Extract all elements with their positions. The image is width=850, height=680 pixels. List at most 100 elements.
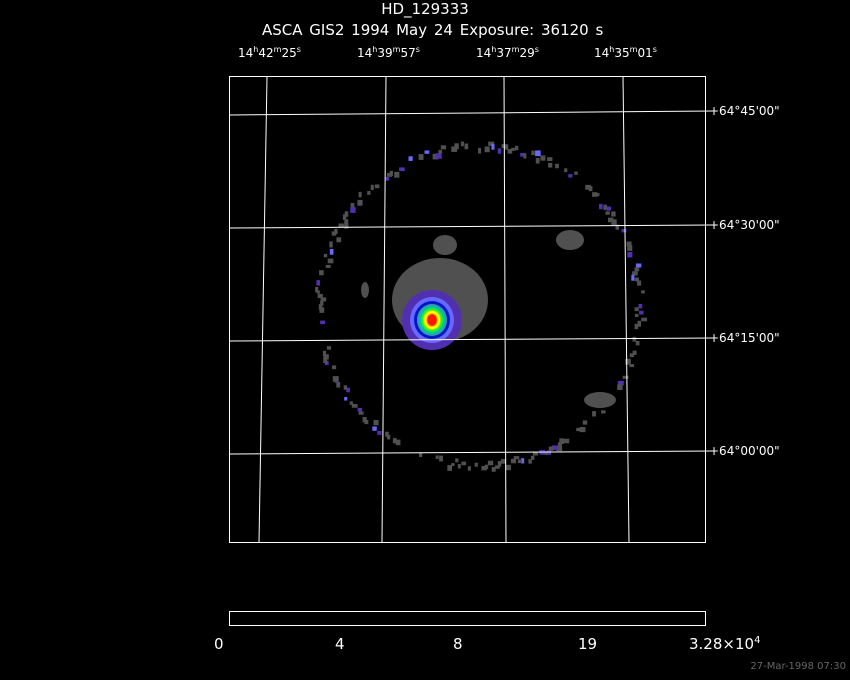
- dec-grid-line: [229, 450, 714, 455]
- ring-pixel: [394, 171, 400, 178]
- ring-pixel: [497, 148, 502, 154]
- ring-pixel: [555, 163, 559, 169]
- ring-pixel: [320, 297, 327, 302]
- diffuse-patch: [433, 235, 457, 255]
- ring-pixel: [532, 451, 539, 456]
- ring-pixel: [357, 199, 363, 206]
- ring-pixel: [588, 186, 593, 192]
- ring-pixel: [634, 323, 639, 330]
- ring-pixel: [491, 143, 495, 150]
- ring-pixel: [576, 427, 582, 432]
- ring-pixel: [513, 456, 520, 460]
- colorbar-tick-max: 3.28×104: [689, 635, 761, 653]
- ring-pixel: [484, 146, 490, 153]
- ring-pixel: [424, 150, 430, 154]
- ring-pixel: [635, 263, 642, 268]
- ring-pixel: [617, 380, 624, 386]
- ring-pixel: [370, 184, 374, 191]
- ring-pixel: [334, 228, 338, 235]
- ring-pixel: [343, 385, 347, 390]
- diffuse-patch: [361, 282, 369, 298]
- ring-pixel: [568, 174, 573, 178]
- ring-pixel: [464, 143, 469, 150]
- ring-pixel: [523, 153, 527, 159]
- ring-pixel: [574, 171, 578, 175]
- ring-pixel: [546, 450, 552, 455]
- ring-pixel: [336, 381, 341, 388]
- ring-pixel: [451, 146, 458, 152]
- ring-pixel: [511, 147, 516, 151]
- timestamp: 27-Mar-1998 07:30: [750, 661, 846, 672]
- ring-pixel: [547, 157, 553, 162]
- colorbar-tick: 19: [578, 635, 598, 653]
- ra-grid-line: [258, 76, 268, 543]
- ring-pixel: [531, 150, 535, 156]
- plot-title: HD_129333: [381, 0, 469, 18]
- ring-pixel: [510, 458, 517, 464]
- ring-pixel: [579, 427, 586, 433]
- source-contour: [428, 315, 436, 325]
- ring-pixel: [543, 451, 548, 455]
- ring-pixel: [634, 277, 639, 282]
- ring-pixel: [315, 286, 319, 293]
- ring-pixel: [528, 459, 532, 464]
- ring-pixel: [615, 224, 620, 230]
- ring-pixel: [395, 439, 401, 446]
- ring-pixel: [362, 417, 367, 423]
- ring-pixel: [603, 204, 607, 210]
- ring-pixel: [325, 264, 331, 268]
- ring-pixel: [505, 464, 512, 471]
- ring-pixel: [582, 420, 588, 425]
- ring-pixel: [385, 431, 389, 437]
- ring-pixel: [316, 290, 320, 294]
- ring-pixel: [605, 211, 610, 215]
- ring-pixel: [460, 141, 464, 147]
- ring-pixel: [317, 293, 323, 299]
- ring-pixel: [548, 446, 554, 451]
- ring-pixel: [358, 191, 362, 198]
- diffuse-patch: [584, 392, 616, 408]
- ring-pixel: [474, 462, 478, 467]
- ring-pixel: [632, 336, 637, 342]
- ring-pixel: [632, 350, 637, 356]
- dec-tick-label: +64°00'00": [709, 444, 780, 458]
- dec-grid-line: [229, 110, 714, 116]
- ring-pixel: [435, 153, 442, 159]
- ring-pixel: [392, 438, 397, 444]
- ring-pixel: [563, 438, 570, 444]
- ring-pixel: [535, 157, 540, 164]
- ring-pixel: [440, 145, 447, 150]
- ring-pixel: [344, 397, 348, 401]
- ring-pixel: [625, 358, 631, 365]
- ring-pixel: [323, 357, 328, 364]
- ring-pixel: [320, 320, 326, 325]
- ring-pixel: [592, 411, 596, 417]
- colorbar-tick: 0: [214, 635, 224, 653]
- ring-pixel: [323, 354, 329, 360]
- ring-pixel: [559, 438, 564, 445]
- ring-pixel: [399, 167, 405, 172]
- ring-pixel: [344, 223, 349, 229]
- ring-pixel: [322, 350, 327, 357]
- ring-pixel: [491, 467, 496, 472]
- ra-tick-label: 14h39m57s: [357, 45, 420, 60]
- ring-pixel: [316, 280, 321, 286]
- ring-pixel: [318, 304, 323, 310]
- ring-pixel: [500, 459, 507, 464]
- dec-grid-line: [229, 224, 714, 229]
- ring-pixel: [349, 401, 353, 405]
- ring-pixel: [540, 155, 546, 161]
- ring-pixel: [637, 320, 642, 327]
- ring-pixel: [329, 241, 333, 248]
- ring-pixel: [497, 461, 502, 467]
- ra-grid-line: [381, 76, 387, 543]
- ring-pixel: [327, 258, 334, 264]
- dec-tick-label: +64°45'00": [709, 104, 780, 118]
- ring-pixel: [487, 460, 494, 466]
- ring-pixel: [521, 458, 525, 464]
- ring-pixel: [386, 173, 393, 177]
- ring-pixel: [596, 193, 600, 197]
- ring-pixel: [601, 410, 606, 414]
- ring-pixel: [389, 170, 393, 177]
- ring-pixel: [617, 384, 623, 390]
